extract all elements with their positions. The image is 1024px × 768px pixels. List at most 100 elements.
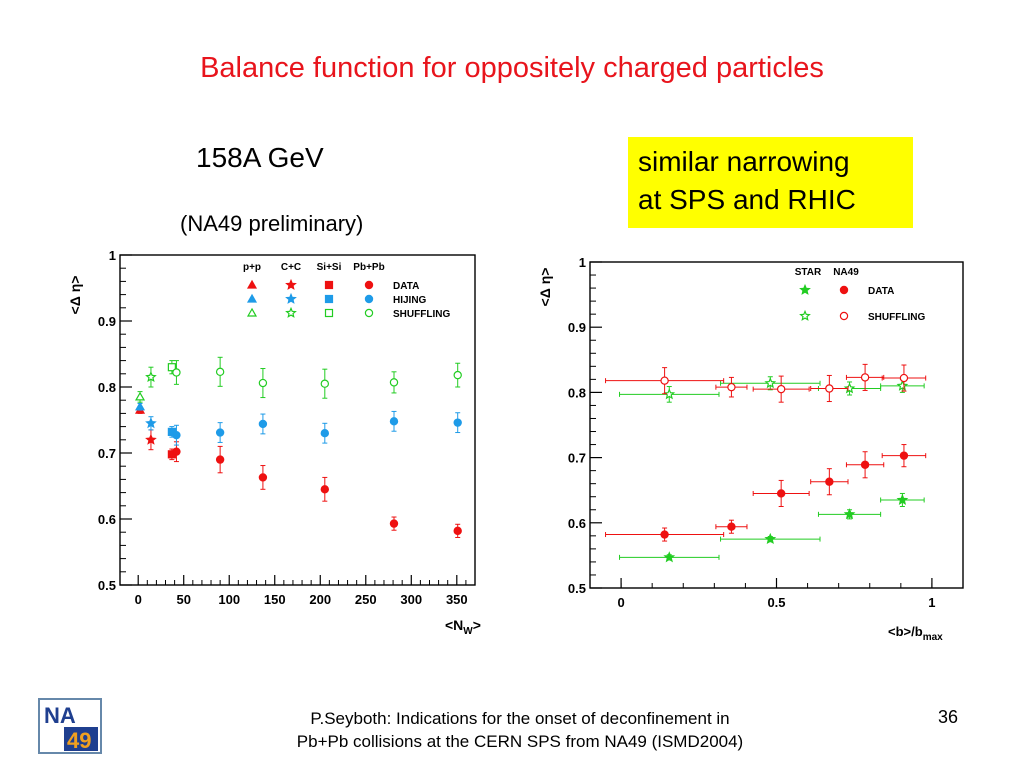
x-tick-label: 350	[446, 592, 468, 607]
y-tick-label: 0.5	[568, 581, 586, 596]
data-point	[172, 447, 181, 456]
y-axis-label: <Δ η>	[67, 276, 83, 315]
legend-row-label: SHUFFLING	[393, 309, 450, 320]
data-point	[145, 417, 157, 429]
data-point	[860, 373, 870, 382]
footer-line-2: Pb+Pb collisions at the CERN SPS from NA…	[296, 732, 744, 751]
data-point	[660, 530, 669, 539]
x-axis-label: <NW>	[445, 617, 481, 637]
callout-line-2: at SPS and RHIC	[638, 184, 856, 215]
data-point	[727, 382, 736, 392]
data-point	[389, 519, 399, 528]
x-tick-label: 250	[355, 592, 377, 607]
data-point	[843, 508, 856, 520]
data-point	[899, 373, 909, 383]
chart-nw: 0.5 0.6 0.7 0.8 0.9 1 0 50 100 150 200 250 300 350 <Δ …	[67, 248, 481, 637]
legend-marker	[839, 311, 849, 321]
data-point	[776, 489, 786, 498]
legend-row-label: DATA	[868, 286, 894, 297]
data-point	[172, 430, 181, 440]
data-point	[899, 451, 909, 460]
x-tick-label: 150	[264, 592, 286, 607]
legend-column-label: STAR	[795, 267, 822, 278]
y-tick-label: 0.8	[98, 380, 116, 395]
legend-marker	[246, 279, 258, 289]
y-tick-label: 0.9	[568, 320, 586, 335]
na49-logo: NA 49	[38, 698, 102, 754]
data-point	[764, 532, 777, 545]
x-tick-label: 0	[617, 595, 624, 610]
y-tick-label: 1	[109, 248, 116, 263]
legend-marker	[285, 306, 297, 318]
data-point	[145, 433, 157, 445]
y-tick-label: 0.7	[98, 446, 116, 461]
legend-row-label: SHUFFLING	[868, 312, 925, 323]
x-tick-label: 50	[176, 592, 190, 607]
chart-bbmax: 0.5 0.6 0.7 0.8 0.9 1 0 0.5 1 <Δ η> <b>/bmax STAR NA…	[537, 255, 964, 643]
data-point	[860, 460, 870, 469]
data-point	[663, 551, 676, 563]
data-point	[320, 485, 330, 494]
data-point	[134, 401, 146, 411]
data-point	[896, 493, 909, 505]
logo-text-na: NA	[44, 703, 76, 728]
data-point	[258, 473, 268, 482]
legend-column-label: Si+Si	[317, 262, 342, 273]
legend-marker	[246, 293, 258, 303]
preliminary-label: (NA49 preliminary)	[180, 211, 364, 236]
legend-marker	[324, 294, 334, 304]
data-point	[215, 455, 225, 464]
data-point	[896, 379, 909, 391]
legend-marker	[324, 308, 334, 318]
data-point	[320, 379, 330, 388]
legend-marker	[285, 278, 297, 290]
slide-title: Balance function for oppositely charged …	[200, 52, 824, 84]
callout-line-1: similar narrowing	[638, 146, 850, 177]
legend-column-label: NA49	[833, 267, 859, 278]
legend-marker	[364, 280, 374, 290]
logo-text-49: 49	[67, 728, 91, 753]
page-number: 36	[938, 707, 959, 727]
data-point	[663, 388, 676, 400]
data-point	[660, 376, 669, 385]
y-axis-label: <Δ η>	[537, 268, 553, 307]
x-tick-label: 300	[400, 592, 422, 607]
y-tick-label: 0.8	[568, 385, 586, 400]
data-point	[172, 368, 181, 377]
data-point	[389, 378, 399, 387]
data-point	[764, 377, 777, 389]
x-axis-label: <b>/bmax	[888, 624, 943, 643]
legend-row-label: HIJING	[393, 295, 427, 306]
y-tick-label: 0.9	[98, 314, 116, 329]
x-tick-label: 0	[135, 592, 142, 607]
x-tick-label: 100	[218, 592, 240, 607]
legend-marker	[324, 280, 334, 290]
data-point	[134, 391, 146, 401]
data-point	[776, 384, 786, 394]
data-point	[320, 428, 330, 438]
x-tick-label: 1	[928, 595, 935, 610]
data-point	[825, 477, 834, 486]
callout-box: similar narrowing at SPS and RHIC	[628, 137, 913, 228]
legend-marker	[799, 309, 811, 321]
data-point	[215, 367, 225, 377]
y-tick-label: 0.6	[568, 516, 586, 531]
data-point	[258, 419, 268, 429]
legend-marker	[839, 285, 849, 295]
x-tick-label: 0.5	[767, 595, 785, 610]
plot-frame	[119, 254, 476, 586]
data-point	[215, 428, 225, 437]
data-point	[843, 382, 856, 394]
legend-marker	[364, 294, 374, 304]
y-tick-label: 0.7	[568, 451, 586, 466]
legend-marker	[246, 307, 258, 317]
x-tick-label: 200	[309, 592, 331, 607]
data-point	[167, 363, 176, 372]
data-point	[453, 526, 462, 536]
legend-column-label: Pb+Pb	[353, 262, 384, 273]
legend-column-label: p+p	[243, 262, 261, 273]
y-tick-label: 0.5	[98, 578, 116, 593]
legend-row-label: DATA	[393, 281, 419, 292]
data-point	[389, 417, 399, 426]
beam-energy-label: 158A GeV	[196, 142, 324, 173]
